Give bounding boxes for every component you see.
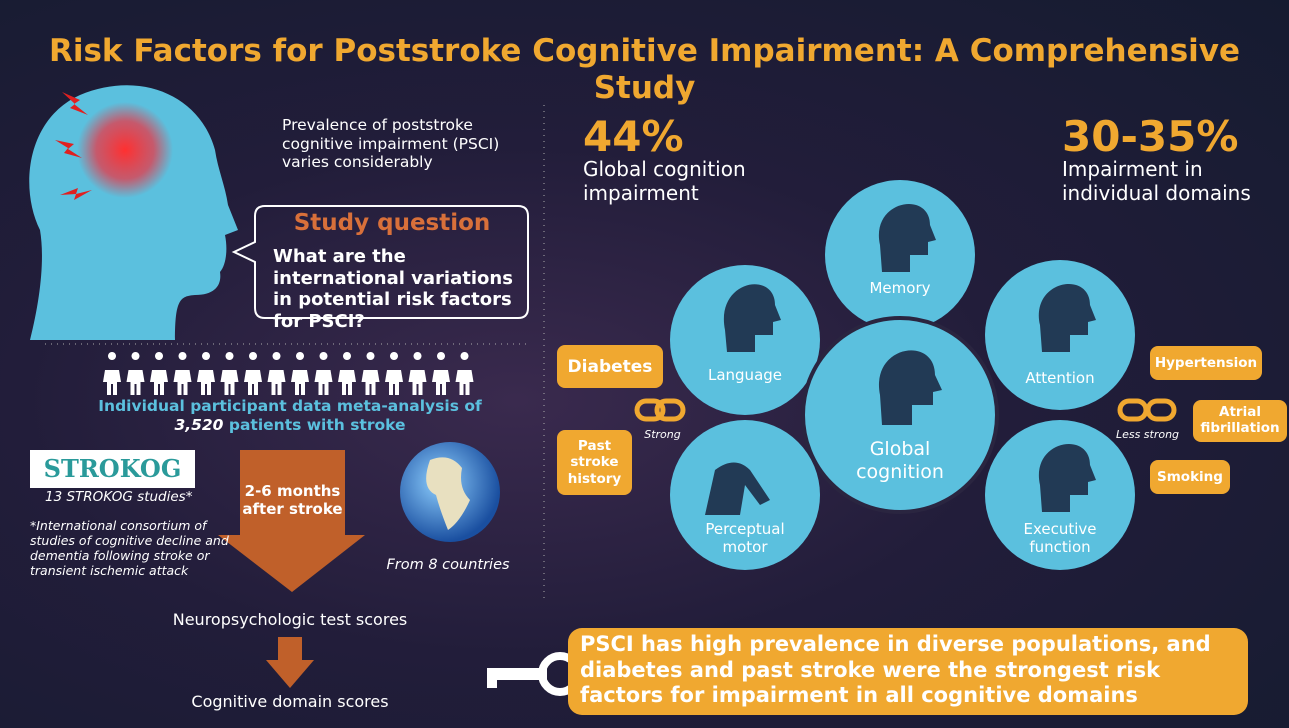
- key-shaft: [487, 668, 547, 680]
- key-tooth: [487, 678, 497, 688]
- chain-link: [1117, 398, 1149, 422]
- title: Risk Factors for Poststroke Cognitive Im…: [48, 33, 1241, 107]
- person-icon: [103, 352, 121, 395]
- icon: [723, 284, 781, 352]
- strength-label: Less strong: [1115, 428, 1180, 441]
- logo-text: STROKOG: [43, 454, 182, 483]
- patient-count: 3,520: [174, 415, 224, 434]
- brain-glow: [77, 102, 173, 198]
- person-icon: [126, 352, 145, 395]
- chain-link: [654, 398, 686, 422]
- small-arrow: [266, 637, 314, 688]
- strong-factor: Diabetes: [557, 345, 663, 388]
- domain-label: Language: [707, 366, 783, 384]
- person-icon: [385, 352, 403, 395]
- person-icon: [173, 352, 192, 395]
- chain-icons: [634, 398, 1177, 422]
- less-strong-factor: Atrial fibrillation: [1193, 400, 1287, 442]
- circle: [670, 420, 820, 570]
- person-icon: [150, 352, 168, 395]
- meta-analysis-text: Individual participant data meta-analysi…: [90, 397, 490, 434]
- continents: [426, 457, 470, 530]
- person-icon: [197, 352, 215, 395]
- person-icon: [432, 352, 450, 395]
- conclusion: PSCI has high prevalence in diverse popu…: [568, 628, 1248, 715]
- domain-label: Executive function: [1023, 520, 1097, 556]
- icon: [1038, 283, 1096, 352]
- people-icons: [103, 352, 474, 395]
- domain-label: Perceptual motor: [705, 520, 785, 556]
- text: patients with stroke: [228, 415, 406, 434]
- person-icon: [267, 352, 286, 395]
- studies-count: 13 STROKOG studies*: [45, 489, 193, 505]
- footnote: *International consortium of studies of …: [30, 518, 229, 578]
- person-icon: [291, 352, 309, 395]
- strength-label: Strong: [644, 428, 681, 441]
- person-icon: [408, 352, 427, 395]
- prevalence-text: Prevalence of poststroke cognitive impai…: [282, 116, 500, 172]
- icon: [878, 350, 942, 425]
- question-heading: Study question: [293, 210, 491, 236]
- stat-value: 44%: [583, 112, 684, 161]
- domain-label: Memory: [869, 279, 931, 297]
- icon: [878, 203, 936, 272]
- key-icon: [487, 652, 582, 696]
- less-strong-factor: Smoking: [1150, 460, 1230, 494]
- flow-step: Cognitive domain scores: [191, 692, 389, 711]
- head-icons: [705, 203, 1096, 515]
- domain-label: Global cognition: [856, 438, 944, 483]
- icon: [1038, 443, 1096, 512]
- down-arrow: [218, 450, 365, 592]
- person-icon: [244, 352, 262, 395]
- person-icon: [455, 352, 474, 395]
- flow-step: Neuropsychologic test scores: [172, 610, 408, 629]
- stat-value: 30-35%: [1062, 112, 1239, 161]
- domain-label: Attention: [1025, 369, 1095, 387]
- chain-link: [1145, 398, 1177, 422]
- stat-label: Impairment in individual domains: [1062, 157, 1251, 205]
- countries-label: From 8 countries: [386, 557, 510, 573]
- strong-factor: Past stroke history: [557, 430, 632, 495]
- person-icon: [314, 352, 333, 395]
- person-icon: [361, 352, 380, 395]
- strokog-logo: [30, 450, 195, 488]
- speech-bubble: [231, 205, 529, 319]
- question-text: What are the international variations in…: [273, 246, 513, 332]
- stat-label: Global cognition impairment: [583, 157, 746, 205]
- icon: [705, 462, 770, 515]
- arrow-label: 2-6 months after stroke: [242, 482, 343, 518]
- person-icon: [220, 352, 239, 395]
- chain-link: [634, 398, 666, 422]
- less-strong-factor: Hypertension: [1150, 346, 1262, 380]
- person-icon: [338, 352, 356, 395]
- text: Individual participant data meta-analysi…: [98, 397, 482, 415]
